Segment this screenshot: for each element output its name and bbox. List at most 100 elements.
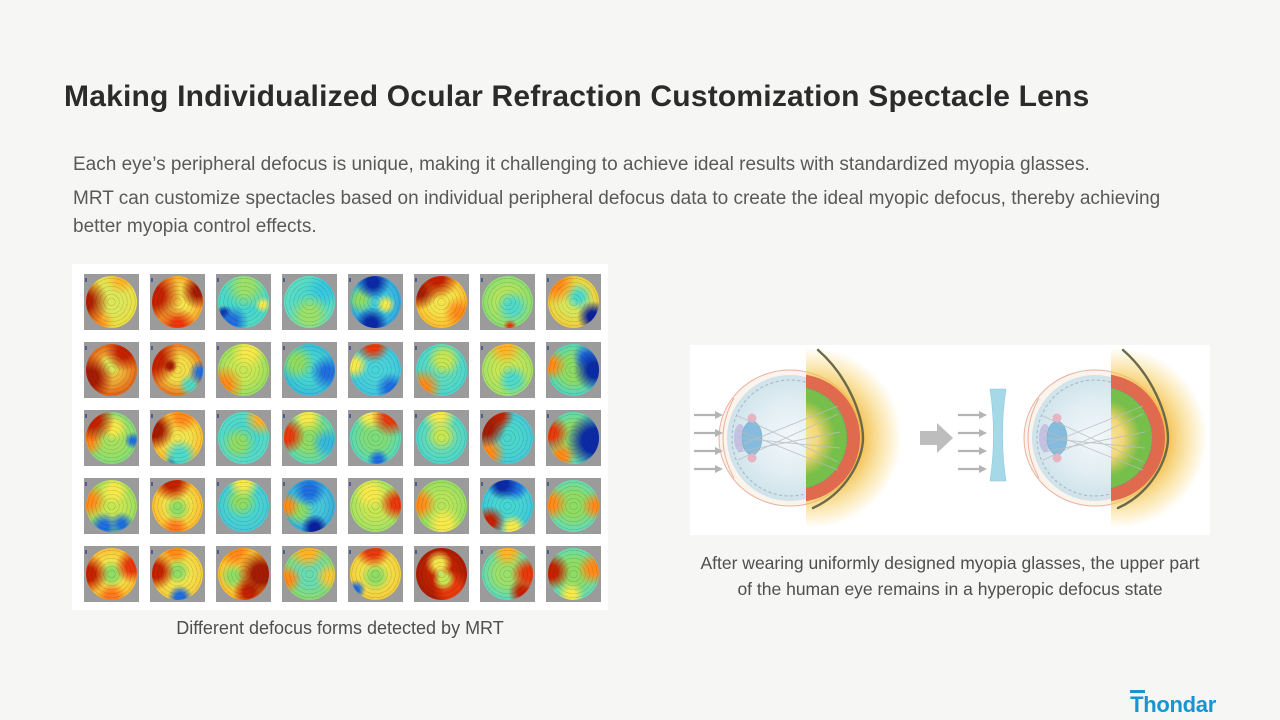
heatmap-cell — [414, 546, 469, 602]
heatmap-cell — [414, 342, 469, 398]
defocus-map — [218, 276, 269, 328]
defocus-map — [416, 276, 467, 328]
defocus-map — [416, 548, 467, 600]
arrow-icon — [920, 423, 953, 453]
defocus-map — [482, 480, 533, 532]
defocus-map — [284, 480, 335, 532]
defocus-map — [548, 480, 599, 532]
eye-diagram-caption-line1: After wearing uniformly designed myopia … — [700, 553, 1200, 573]
defocus-map — [350, 480, 401, 532]
ring-grid-overlay — [218, 276, 269, 328]
heatmap-cell — [150, 410, 205, 466]
heatmap-cell — [150, 342, 205, 398]
defocus-map — [152, 480, 203, 532]
defocus-map — [350, 276, 401, 328]
heatmap-cell — [282, 342, 337, 398]
ring-grid-overlay — [416, 480, 467, 532]
ring-grid-overlay — [548, 412, 599, 464]
ring-grid-overlay — [416, 276, 467, 328]
ring-grid-overlay — [482, 344, 533, 396]
ring-grid-overlay — [350, 344, 401, 396]
heatmap-cell — [348, 342, 403, 398]
ring-grid-overlay — [284, 480, 335, 532]
ring-grid-overlay — [548, 344, 599, 396]
eye-diagram-figure — [690, 345, 1210, 535]
defocus-map — [482, 548, 533, 600]
defocus-map — [416, 480, 467, 532]
ring-grid-overlay — [218, 344, 269, 396]
ring-grid-overlay — [482, 480, 533, 532]
retina-defocus-layers — [1111, 348, 1207, 528]
defocus-map — [548, 276, 599, 328]
ring-grid-overlay — [152, 412, 203, 464]
defocus-map — [416, 412, 467, 464]
defocus-map — [152, 412, 203, 464]
light-ray-lines — [1042, 405, 1146, 471]
defocus-maps-figure — [72, 264, 608, 610]
ring-grid-overlay — [416, 344, 467, 396]
ring-grid-overlay — [86, 548, 137, 600]
defocus-map — [482, 412, 533, 464]
ring-grid-overlay — [416, 548, 467, 600]
heatmap-cell — [84, 478, 139, 534]
ring-grid-overlay — [152, 276, 203, 328]
defocus-map — [86, 480, 137, 532]
defocus-map — [218, 412, 269, 464]
heatmap-cell — [282, 410, 337, 466]
heatmap-cell — [216, 274, 271, 330]
defocus-map — [548, 548, 599, 600]
ring-grid-overlay — [482, 276, 533, 328]
heatmap-cell — [480, 274, 535, 330]
ring-grid-overlay — [86, 276, 137, 328]
ring-grid-overlay — [416, 412, 467, 464]
ring-grid-overlay — [284, 548, 335, 600]
defocus-map — [350, 412, 401, 464]
heatmap-cell — [216, 478, 271, 534]
defocus-map — [548, 412, 599, 464]
ring-grid-overlay — [350, 412, 401, 464]
defocus-map — [86, 276, 137, 328]
defocus-map — [152, 548, 203, 600]
defocus-map — [152, 276, 203, 328]
heatmap-cell — [414, 478, 469, 534]
ring-grid-overlay — [548, 276, 599, 328]
ring-grid-overlay — [548, 548, 599, 600]
defocus-map — [284, 344, 335, 396]
defocus-map — [86, 344, 137, 396]
ring-grid-overlay — [548, 480, 599, 532]
ring-grid-overlay — [218, 412, 269, 464]
heatmap-cell — [216, 410, 271, 466]
concave-lens-illustration — [989, 388, 1007, 482]
heatmap-cell — [480, 478, 535, 534]
heatmap-cell — [84, 274, 139, 330]
ring-grid-overlay — [284, 344, 335, 396]
defocus-map — [86, 412, 137, 464]
defocus-figure-caption: Different defocus forms detected by MRT — [176, 618, 504, 638]
defocus-map — [350, 344, 401, 396]
incoming-light-arrows-right — [958, 411, 987, 473]
heatmap-cell — [282, 478, 337, 534]
logo-text: Thondar — [1130, 692, 1216, 717]
heatmap-cell — [216, 546, 271, 602]
heatmap-cell — [480, 410, 535, 466]
heatmap-cell — [150, 546, 205, 602]
defocus-map — [482, 344, 533, 396]
heatmap-cell — [414, 274, 469, 330]
heatmap-cell — [84, 342, 139, 398]
ring-grid-overlay — [86, 480, 137, 532]
ring-grid-overlay — [284, 412, 335, 464]
ring-grid-overlay — [86, 344, 137, 396]
defocus-map — [548, 344, 599, 396]
myopic-eye-illustration — [718, 348, 902, 528]
heatmap-cell — [150, 274, 205, 330]
heatmap-cell — [282, 274, 337, 330]
ring-grid-overlay — [482, 548, 533, 600]
light-ray-lines — [737, 405, 841, 471]
defocus-map — [218, 548, 269, 600]
defocus-map — [350, 548, 401, 600]
ring-grid-overlay — [284, 276, 335, 328]
ring-grid-overlay — [152, 480, 203, 532]
heatmap-cell — [546, 274, 601, 330]
image-shell-curve — [811, 348, 865, 510]
